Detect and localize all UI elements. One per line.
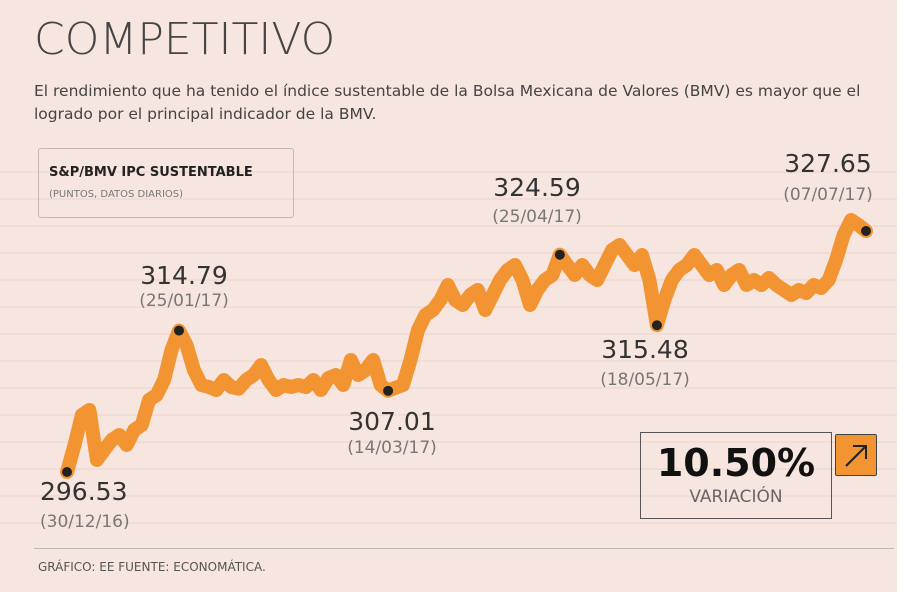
variation-label: VARIACIÓN <box>689 487 783 507</box>
footer: GRÁFICO: EE FUENTE: ECONOMÁTICA. <box>38 560 266 574</box>
annotation-value: 296.53 <box>40 477 127 506</box>
subtitle: El rendimiento que ha tenido el índice s… <box>34 82 861 123</box>
arrow-glyph <box>845 445 867 467</box>
annotation-date: (07/07/17) <box>783 185 873 205</box>
annotation-dot <box>861 225 871 236</box>
annotation-value: 324.59 <box>493 173 580 202</box>
annotation-dot <box>554 249 565 260</box>
legend-box: S&P/BMV IPC SUSTENTABLE (PUNTOS, DATOS D… <box>38 148 294 218</box>
annotation-dot <box>651 320 662 331</box>
footer-rule <box>34 548 894 549</box>
annotation-date: (14/03/17) <box>347 438 437 458</box>
variation-box: 10.50% VARIACIÓN <box>640 432 832 519</box>
arrow-icon <box>835 434 877 476</box>
variation-value: 10.50% <box>656 441 816 485</box>
annotation-date: (30/12/16) <box>40 512 130 532</box>
annotation-value: 315.48 <box>601 335 688 364</box>
annotation-value: 307.01 <box>348 407 435 436</box>
annotation-dot <box>174 325 185 336</box>
legend-title: S&P/BMV IPC SUSTENTABLE <box>49 165 253 180</box>
background-stripes <box>0 146 897 546</box>
index-line <box>60 213 873 479</box>
annotation-value: 314.79 <box>140 261 227 290</box>
annotation-date: (25/04/17) <box>492 207 582 227</box>
annotation-date: (18/05/17) <box>600 370 690 390</box>
annotation-value: 327.65 <box>784 149 871 178</box>
annotation-dot <box>62 467 72 477</box>
annotation-dot <box>383 385 394 396</box>
annotation-date: (25/01/17) <box>139 291 229 311</box>
title: COMPETITIVO <box>34 14 336 65</box>
legend-subtitle: (PUNTOS, DATOS DIARIOS) <box>49 189 184 200</box>
